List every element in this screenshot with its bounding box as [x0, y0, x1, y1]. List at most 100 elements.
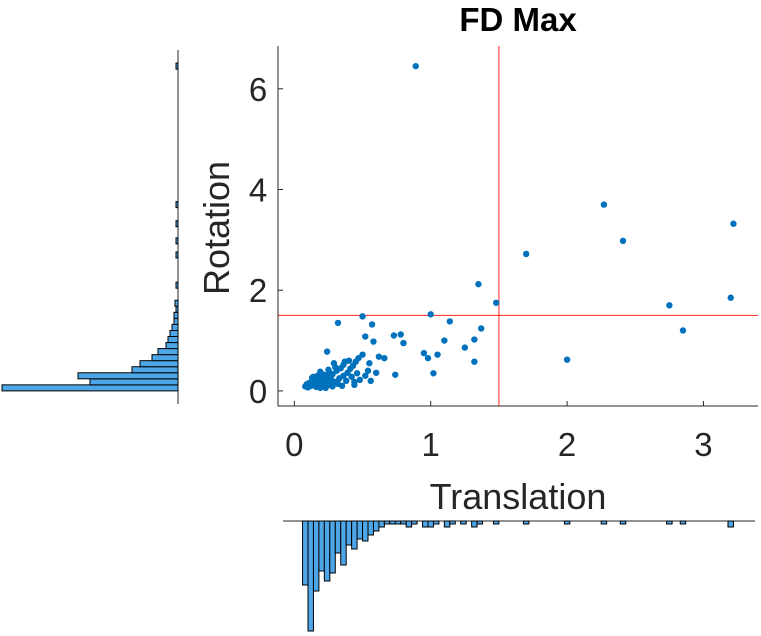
scatter-point — [471, 336, 478, 343]
scatter-axes: 0 1 2 3 0 2 4 6 — [249, 46, 758, 463]
scatter-point — [372, 369, 380, 376]
translation-histogram-bars — [302, 520, 734, 632]
scatter-point — [727, 294, 734, 301]
scatter-point — [412, 62, 419, 70]
scatter-point — [345, 357, 353, 364]
translation-histogram-bar — [345, 520, 353, 546]
translation-histogram-bar — [563, 520, 571, 525]
translation-histogram-bar — [422, 520, 429, 528]
scatter-point — [441, 337, 448, 344]
scatter-point — [368, 321, 376, 328]
translation-histogram-bar — [476, 520, 484, 525]
translation-histogram-bar — [367, 520, 374, 536]
rotation-histogram-bar — [151, 354, 179, 362]
rotation-histogram-bar — [171, 323, 179, 331]
x-axis-label: Translation — [430, 476, 607, 517]
translation-histogram-bar — [600, 520, 608, 525]
scatter-point — [325, 377, 332, 385]
scatter-point — [475, 280, 482, 288]
translation-histogram-bar — [351, 520, 358, 550]
scatter-point — [359, 313, 366, 320]
y-tick-label: 0 — [249, 373, 267, 410]
rotation-histogram-bar — [175, 201, 179, 209]
rotation-histogram-bar — [167, 336, 179, 344]
rotation-histogram-bar — [175, 220, 179, 228]
translation-histogram-bar — [362, 520, 369, 542]
rotation-histogram-bar — [175, 305, 179, 313]
scatter-point — [323, 348, 331, 355]
scatter-point — [326, 369, 334, 376]
translation-histogram-bar — [679, 520, 687, 525]
scatter-point — [367, 377, 374, 385]
translation-histogram-bar — [378, 520, 385, 528]
scatter-point — [362, 372, 369, 379]
scatter-point — [342, 377, 350, 385]
translation-histogram-bar — [522, 520, 530, 525]
scatter-point — [492, 299, 500, 306]
rotation-histogram — [1, 50, 179, 404]
rotation-histogram-bar — [174, 299, 179, 307]
scatter-point — [730, 220, 737, 227]
scatter-point — [370, 338, 377, 345]
scatter-point — [334, 380, 342, 388]
rotation-histogram-bars — [1, 62, 179, 392]
scatter-point — [348, 373, 355, 380]
scatter-point — [302, 383, 309, 390]
rotation-histogram-bar — [169, 329, 179, 338]
scatter-point — [362, 333, 369, 340]
translation-histogram-bar — [666, 520, 673, 525]
threshold-lines — [278, 46, 758, 406]
translation-histogram-bar — [432, 520, 440, 525]
scatter-point — [666, 302, 673, 309]
translation-histogram-bar — [318, 520, 325, 572]
scatter-point — [461, 344, 469, 351]
rotation-histogram-bar — [175, 281, 179, 289]
y-axis-label: Rotation — [196, 161, 237, 295]
translation-histogram-bar — [302, 520, 309, 586]
scatter-point — [392, 371, 399, 378]
rotation-histogram-bar — [89, 378, 179, 386]
translation-histogram-bar — [323, 520, 331, 582]
rotation-histogram-bar — [173, 317, 179, 325]
scatter-point — [600, 201, 608, 208]
translation-histogram — [283, 520, 755, 632]
scatter-point — [317, 384, 324, 392]
x-ticks: 0 1 2 3 — [285, 401, 713, 463]
translation-histogram-bar — [400, 520, 407, 525]
scatter-point — [356, 376, 364, 384]
scatter-point — [522, 250, 530, 258]
translation-histogram-bar — [619, 520, 627, 525]
translation-histogram-bar — [411, 520, 418, 525]
y-tick-label: 4 — [249, 171, 267, 208]
x-tick-label: 3 — [694, 426, 712, 463]
scatter-point — [397, 331, 404, 338]
translation-histogram-bar — [329, 520, 336, 574]
scatter-point — [351, 381, 358, 389]
translation-histogram-bar — [727, 520, 734, 528]
rotation-histogram-bar — [175, 237, 179, 245]
scatter-point — [471, 358, 478, 365]
scatter-point — [340, 361, 347, 368]
x-tick-label: 0 — [285, 426, 303, 463]
rotation-histogram-bar — [173, 311, 179, 319]
scatter-point — [679, 327, 687, 334]
scatter-point — [434, 351, 441, 358]
rotation-histogram-bar — [175, 62, 179, 70]
translation-histogram-bar — [443, 520, 451, 528]
translation-histogram-bar — [427, 520, 434, 528]
rotation-histogram-bar — [139, 360, 179, 368]
translation-histogram-bar — [492, 520, 500, 525]
translation-histogram-bar — [312, 520, 320, 592]
scatter-point — [329, 383, 336, 390]
scatter-point — [319, 373, 327, 380]
y-tick-label: 6 — [249, 71, 267, 108]
translation-histogram-bar — [334, 520, 342, 554]
translation-histogram-bar — [372, 520, 380, 532]
chart-title: FD Max — [459, 1, 577, 38]
translation-histogram-bar — [383, 520, 391, 525]
translation-histogram-bar — [405, 520, 413, 528]
scatter-point — [310, 373, 317, 380]
scatter-point — [381, 354, 388, 362]
translation-histogram-bar — [449, 520, 456, 525]
